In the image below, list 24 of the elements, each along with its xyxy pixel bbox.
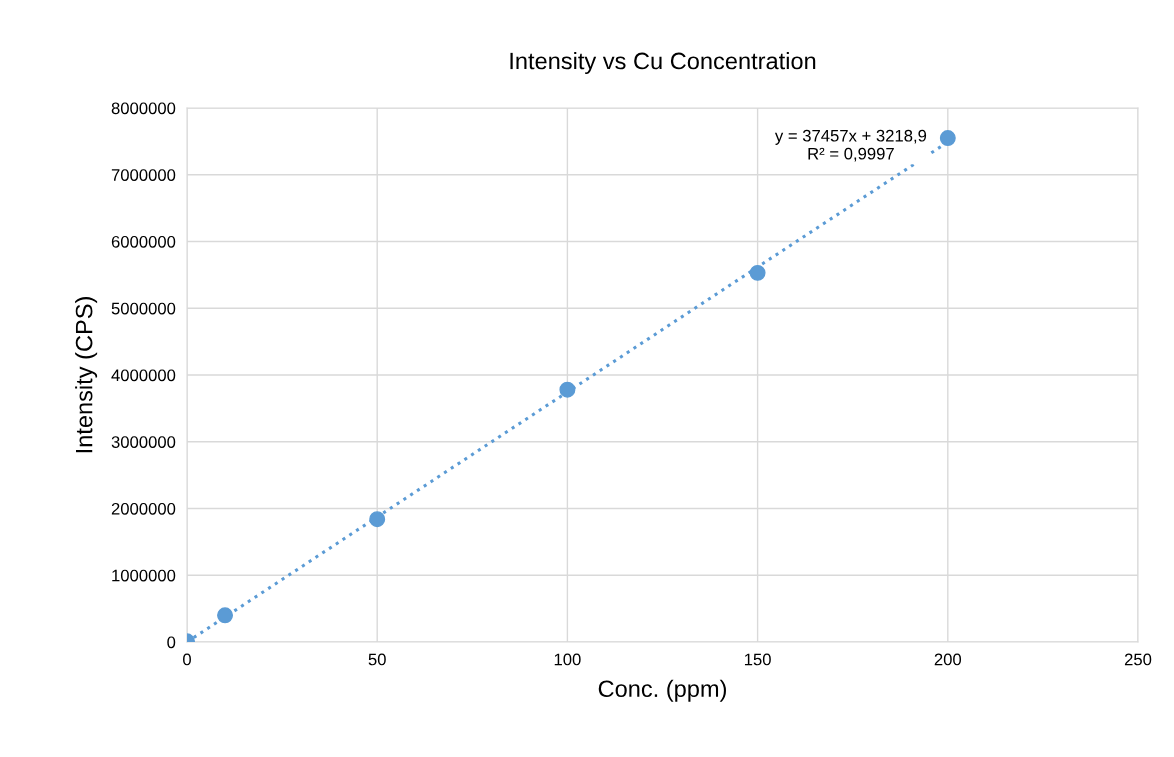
y-axis-title: Intensity (CPS): [75, 297, 98, 453]
y-tick-label: 8000000: [111, 102, 176, 115]
y-tick-label: 6000000: [111, 235, 176, 248]
y-tick-label: 0: [167, 636, 176, 649]
x-axis-title: Conc. (ppm): [598, 679, 726, 702]
x-tick-label: 100: [554, 653, 581, 666]
x-tick-label: 0: [183, 653, 191, 666]
annotation: y = 37457x + 3218,9 R² = 0,9997: [774, 129, 927, 162]
point: [559, 381, 576, 398]
x-tick-label: 50: [368, 653, 386, 666]
chart-title: Intensity vs Cu Concentration: [510, 52, 816, 75]
y-tick-label: 5000000: [111, 302, 176, 315]
y-tick-label: 7000000: [111, 169, 176, 181]
x-tick-label: 200: [934, 653, 962, 666]
point: [217, 607, 234, 624]
y-tick-label: 1000000: [112, 569, 176, 582]
y-tick-label: 2000000: [111, 502, 176, 515]
point: [749, 264, 766, 281]
y-tick-label: 4000000: [111, 369, 176, 382]
x-tick-label: 150: [744, 653, 771, 666]
point: [369, 511, 386, 528]
y-tick-label: 3000000: [111, 436, 176, 448]
x-tick-label: 250: [1124, 653, 1152, 666]
point: [939, 130, 956, 147]
